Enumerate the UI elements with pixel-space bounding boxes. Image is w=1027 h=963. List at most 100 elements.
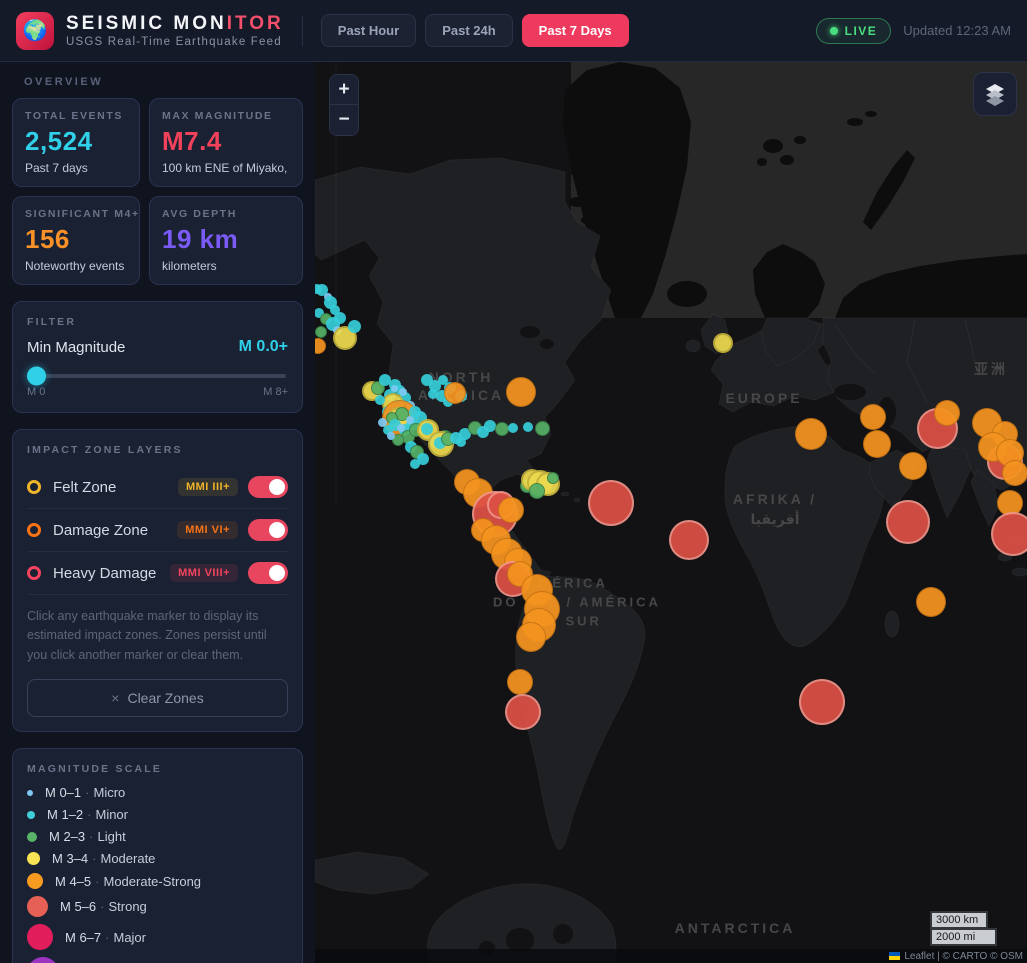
tab-past-7-days[interactable]: Past 7 Days: [521, 14, 629, 47]
quake-marker[interactable]: [438, 375, 448, 385]
quake-marker[interactable]: [315, 338, 326, 354]
magnitude-dot: [27, 873, 43, 890]
tab-past-24h[interactable]: Past 24h: [425, 14, 513, 47]
quake-marker[interactable]: [444, 382, 466, 404]
quake-marker[interactable]: [399, 388, 407, 396]
quake-marker[interactable]: [417, 453, 429, 465]
quake-marker[interactable]: [534, 420, 550, 436]
quake-marker[interactable]: [375, 395, 385, 405]
quake-marker[interactable]: [315, 308, 324, 318]
quake-marker[interactable]: [390, 384, 398, 392]
quake-marker[interactable]: [495, 422, 509, 436]
quake-marker[interactable]: [347, 319, 361, 333]
stat-card: MAX MAGNITUDE M7.4 100 km ENE of Miyako, J…: [149, 98, 303, 187]
mmi-badge: MMI VIII+: [170, 564, 238, 582]
quake-marker[interactable]: [508, 423, 518, 433]
stat-card: AVG DEPTH 19 km kilometers: [149, 196, 303, 285]
quake-marker[interactable]: [397, 424, 405, 432]
quake-marker[interactable]: [484, 420, 496, 432]
map-region-label: AFRIKA /: [732, 491, 818, 507]
quake-marker[interactable]: [428, 389, 438, 399]
quake-marker[interactable]: [410, 459, 420, 469]
quake-marker[interactable]: [379, 374, 391, 386]
quake-marker[interactable]: [529, 483, 545, 499]
legend-name: Strong: [108, 899, 147, 915]
map-attribution[interactable]: Leaflet | © CARTO © OSM: [315, 949, 1027, 963]
quake-marker[interactable]: [377, 417, 387, 427]
layer-toggle[interactable]: [248, 476, 288, 498]
stat-value: 19 km: [162, 224, 239, 254]
quake-marker[interactable]: [547, 472, 559, 484]
map-canvas[interactable]: NORTHAMERICAEUROPEAFRIKA /أفريقياAMÉRICA…: [315, 62, 1027, 963]
magnitude-dot: [27, 896, 48, 918]
legend-range: M 0–1: [45, 785, 82, 801]
quake-marker[interactable]: [669, 520, 709, 560]
quake-marker[interactable]: [799, 679, 845, 725]
quake-marker[interactable]: [860, 404, 886, 430]
quake-marker[interactable]: [886, 500, 930, 544]
marker-layer: [315, 62, 1027, 963]
legend-row: M 5–6 · Strong: [27, 896, 288, 918]
legend-label: M 0–1 · Micro: [45, 785, 125, 800]
quake-marker[interactable]: [713, 333, 733, 353]
quake-marker[interactable]: [588, 480, 634, 526]
layer-toggle[interactable]: [248, 519, 288, 541]
quake-marker[interactable]: [506, 377, 536, 407]
updated-timestamp: Updated 12:23 AM: [903, 23, 1011, 38]
attribution-links[interactable]: Leaflet | © CARTO © OSM: [904, 950, 1023, 962]
magnitude-slider-handle[interactable]: [27, 366, 46, 386]
quake-marker[interactable]: [315, 326, 327, 338]
quake-marker[interactable]: [392, 434, 404, 446]
clear-zones-button[interactable]: × Clear Zones: [27, 679, 288, 718]
stat-sub: 100 km ENE of Miyako, Japa: [162, 161, 290, 175]
quake-marker[interactable]: [456, 437, 466, 447]
header-divider: [301, 15, 303, 46]
layer-toggle[interactable]: [248, 562, 288, 584]
legend-range: M 6–7: [65, 929, 102, 945]
stat-value: 156: [25, 224, 70, 254]
quake-marker[interactable]: [498, 497, 524, 523]
quake-marker[interactable]: [916, 587, 946, 617]
mmi-badge: MMI VI+: [177, 521, 238, 539]
quake-marker[interactable]: [387, 432, 395, 440]
magnitude-legend: M 0–1 · Micro M 1–2 · Minor M 2–3 · Light M 3–4 · M…: [27, 785, 288, 963]
impact-layer-name: Felt Zone: [53, 478, 117, 496]
magnitude-dot: [27, 789, 33, 796]
quake-marker[interactable]: [934, 400, 960, 426]
magnitude-slider[interactable]: [27, 366, 286, 386]
quake-marker[interactable]: [523, 422, 533, 432]
magnitude-dot: [27, 924, 53, 951]
legend-separator: ·: [92, 851, 97, 867]
zoom-in-button[interactable]: +: [330, 75, 358, 105]
quake-marker[interactable]: [991, 512, 1027, 556]
header-right: LIVE Updated 12:23 AM: [815, 17, 1011, 44]
quake-marker[interactable]: [516, 622, 546, 652]
globe-icon: 🌍: [22, 20, 48, 42]
legend-separator: ·: [87, 807, 92, 823]
quake-marker[interactable]: [330, 305, 340, 315]
legend-separator: ·: [85, 785, 90, 801]
impact-layer-row: Damage Zone MMI VI+: [27, 509, 288, 552]
quake-marker[interactable]: [795, 418, 827, 450]
legend-name: Moderate: [100, 851, 156, 867]
quake-marker[interactable]: [1002, 460, 1027, 486]
quake-marker[interactable]: [406, 416, 414, 424]
legend-label: M 5–6 · Strong: [60, 899, 147, 914]
quake-marker[interactable]: [505, 694, 541, 730]
quake-marker[interactable]: [421, 423, 433, 435]
tab-past-hour[interactable]: Past Hour: [320, 14, 417, 47]
legend-name: Light: [97, 829, 126, 845]
quake-marker[interactable]: [899, 452, 927, 480]
layers-button[interactable]: [973, 72, 1017, 116]
quake-marker[interactable]: [507, 669, 533, 695]
stat-value: M7.4: [162, 126, 222, 156]
legend-label: M 2–3 · Light: [49, 829, 126, 844]
zoom-out-button[interactable]: −: [330, 105, 358, 135]
legend-range: M 3–4: [52, 851, 89, 867]
legend-row: M 7+·Great / Extreme: [27, 957, 288, 963]
quake-marker[interactable]: [383, 425, 393, 435]
filter-card: FILTER Min Magnitude M 0.0+ M 0 M 8+: [12, 301, 303, 413]
stats-grid: TOTAL EVENTS 2,524 Past 7 days MAX MAGNITUD…: [12, 98, 303, 285]
quake-marker[interactable]: [863, 430, 891, 458]
quake-marker[interactable]: [334, 312, 346, 324]
